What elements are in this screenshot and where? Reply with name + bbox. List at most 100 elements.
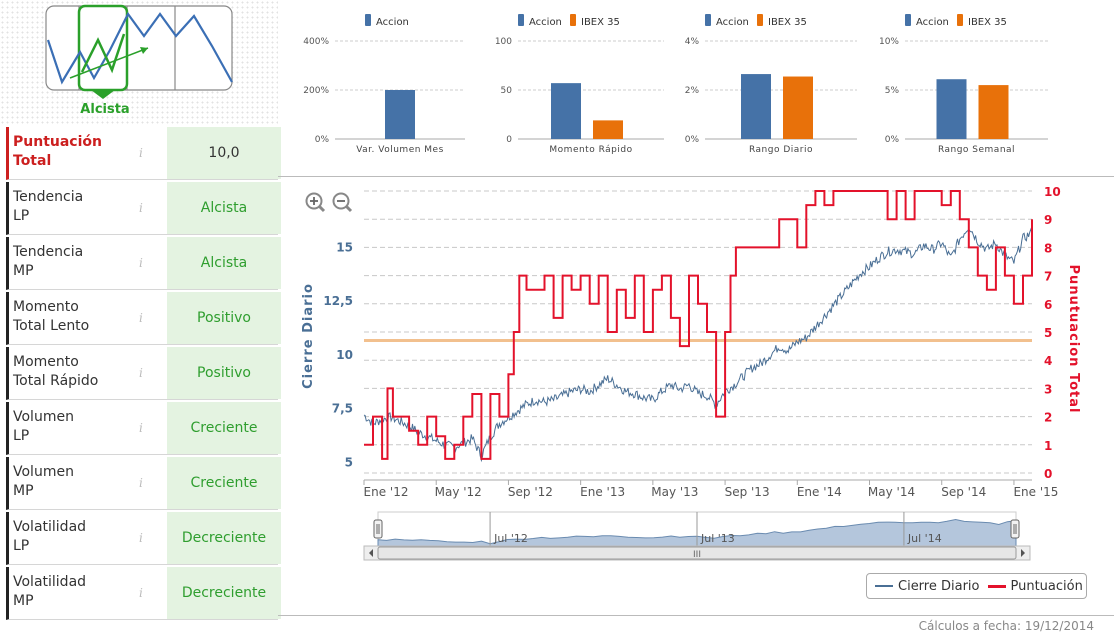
score-row-label: Puntuación Total xyxy=(13,134,102,169)
score-row-value: Alcista xyxy=(167,237,281,289)
score-row-value: Decreciente xyxy=(167,512,281,564)
y-right-tick: 10 xyxy=(1044,185,1061,199)
legend-swatch xyxy=(365,14,371,26)
info-icon[interactable]: i xyxy=(139,476,143,490)
bar-legend-item[interactable]: Accion xyxy=(518,14,562,28)
legend-swatch xyxy=(518,14,524,26)
y-tick-label: 0% xyxy=(885,135,900,145)
y-right-tick: 5 xyxy=(1044,326,1052,340)
bar-legend-item[interactable]: Accion xyxy=(705,14,749,28)
bar-legend-item[interactable]: IBEX 35 xyxy=(757,14,807,28)
x-axis-label: Rango Diario xyxy=(749,145,813,155)
legend-swatch xyxy=(705,14,711,26)
score-row: Puntuación Total i 10,0 xyxy=(6,127,281,180)
score-row-value: Creciente xyxy=(167,402,281,454)
x-axis-label: Rango Semanal xyxy=(938,145,1015,155)
zoom-handle xyxy=(344,204,353,213)
score-row: Momento Total Rápido i Positivo xyxy=(6,347,281,400)
bar-accion[interactable] xyxy=(551,83,581,139)
navigator-right-handle[interactable] xyxy=(1010,519,1020,539)
info-icon[interactable]: i xyxy=(139,531,143,545)
info-icon[interactable]: i xyxy=(139,586,143,600)
score-row: Momento Total Lento i Positivo xyxy=(6,292,281,345)
chart-legend[interactable]: Cierre Diario Puntuación xyxy=(866,573,1087,599)
scrollbar-grip: III xyxy=(693,550,701,560)
legend-swatch xyxy=(905,14,911,26)
bar-legend-item[interactable]: Accion xyxy=(905,14,949,28)
y-right-tick: 0 xyxy=(1044,467,1052,481)
score-row: Volatilidad MP i Decreciente xyxy=(6,567,281,620)
navigator[interactable]: Jul '12 Jul '13 Jul '14 xyxy=(373,511,1020,547)
y-right-tick: 3 xyxy=(1044,382,1052,396)
navigator-label: Jul '14 xyxy=(907,532,942,545)
y-left-tick: 10 xyxy=(336,348,353,362)
score-row: Tendencia MP i Alcista xyxy=(6,237,281,290)
scroll-right-arrow-icon[interactable] xyxy=(1021,549,1025,557)
legend-item-puntuacion[interactable]: Puntuación xyxy=(987,579,1083,594)
score-row-label: Momento Total Rápido xyxy=(13,354,99,389)
navigator-label: Jul '13 xyxy=(700,532,735,545)
bar-legend-item[interactable]: IBEX 35 xyxy=(957,14,1007,28)
score-row-label: Volatilidad MP xyxy=(13,574,87,609)
x-tick-label: Sep '13 xyxy=(725,485,770,499)
score-line[interactable] xyxy=(364,190,1033,460)
trend-logo-label: Alcista xyxy=(80,102,129,117)
x-tick-label: May '13 xyxy=(651,485,698,499)
main-chart: 5 7,5 10 12,5 15 0 1 2 3 4 5 6 7 8 9 10 Cierre Diario Pun… xyxy=(301,185,1081,561)
bar-accion[interactable] xyxy=(741,74,771,139)
zoom-in-icon[interactable] xyxy=(305,192,326,213)
trend-logo-area: Alcista xyxy=(0,0,278,124)
score-row: Tendencia LP i Alcista xyxy=(6,182,281,235)
score-row: Volumen LP i Creciente xyxy=(6,402,281,455)
score-row-value: Creciente xyxy=(167,457,281,509)
scrollbar[interactable]: III xyxy=(363,545,1031,561)
y-tick-label: 0% xyxy=(685,135,700,145)
info-icon[interactable]: i xyxy=(139,256,143,270)
score-row-label: Volumen MP xyxy=(13,464,74,499)
info-icon[interactable]: i xyxy=(139,201,143,215)
legend-label: Accion xyxy=(529,17,562,28)
scroll-left-arrow-icon[interactable] xyxy=(369,549,373,557)
y-tick-label: 2% xyxy=(685,86,700,96)
y-left-tick: 12,5 xyxy=(323,294,353,308)
x-tick-label: Ene '13 xyxy=(580,485,625,499)
bar-accion[interactable] xyxy=(936,79,967,139)
navigator-left-handle[interactable] xyxy=(373,519,383,539)
bar-chart-rs: 0% 5% 10% Accion IBEX 35 Rango Semanal xyxy=(879,14,1048,155)
score-row-value: 10,0 xyxy=(167,127,281,179)
x-tick-label: May '12 xyxy=(435,485,482,499)
y-right-tick: 2 xyxy=(1044,411,1052,425)
close-price-line[interactable] xyxy=(363,227,1033,463)
section-divider xyxy=(278,176,1114,177)
score-row: Volumen MP i Creciente xyxy=(6,457,281,510)
bar-legend-item[interactable]: Accion xyxy=(365,14,409,28)
legend-item-cierre[interactable]: Cierre Diario xyxy=(875,579,980,594)
score-row-label: Volatilidad LP xyxy=(13,519,87,554)
scrollbar-thumb[interactable] xyxy=(377,546,1017,560)
y-tick-label: 100 xyxy=(495,37,512,47)
y-tick-label: 5% xyxy=(885,86,900,96)
zoom-out-icon[interactable] xyxy=(332,192,353,213)
y-tick-label: 400% xyxy=(303,37,329,47)
info-icon[interactable]: i xyxy=(139,366,143,380)
bar-legend-item[interactable]: IBEX 35 xyxy=(570,14,620,28)
bar-ibex-35[interactable] xyxy=(783,76,813,139)
bar-ibex-35[interactable] xyxy=(978,85,1009,139)
bar-ibex-35[interactable] xyxy=(593,120,623,139)
x-tick-label: Sep '14 xyxy=(941,485,986,499)
navigator-area xyxy=(377,518,1017,547)
handle-body xyxy=(373,519,383,539)
info-icon[interactable]: i xyxy=(139,311,143,325)
bar-chart-rd: 0% 2% 4% Accion IBEX 35 Rango Diario xyxy=(685,14,857,155)
score-row-value: Positivo xyxy=(167,292,281,344)
score-row-value: Decreciente xyxy=(167,567,281,619)
x-axis-label: Momento Rápido xyxy=(549,145,632,155)
info-icon[interactable]: i xyxy=(139,146,143,160)
score-row-label: Tendencia MP xyxy=(13,244,84,279)
bar-accion[interactable] xyxy=(385,90,415,139)
info-icon[interactable]: i xyxy=(139,421,143,435)
legend-swatch xyxy=(757,14,763,26)
calc-date: Cálculos a fecha: 19/12/2014 xyxy=(918,619,1094,633)
x-tick-label: Ene '12 xyxy=(364,485,409,499)
y-right-tick: 1 xyxy=(1044,439,1052,453)
